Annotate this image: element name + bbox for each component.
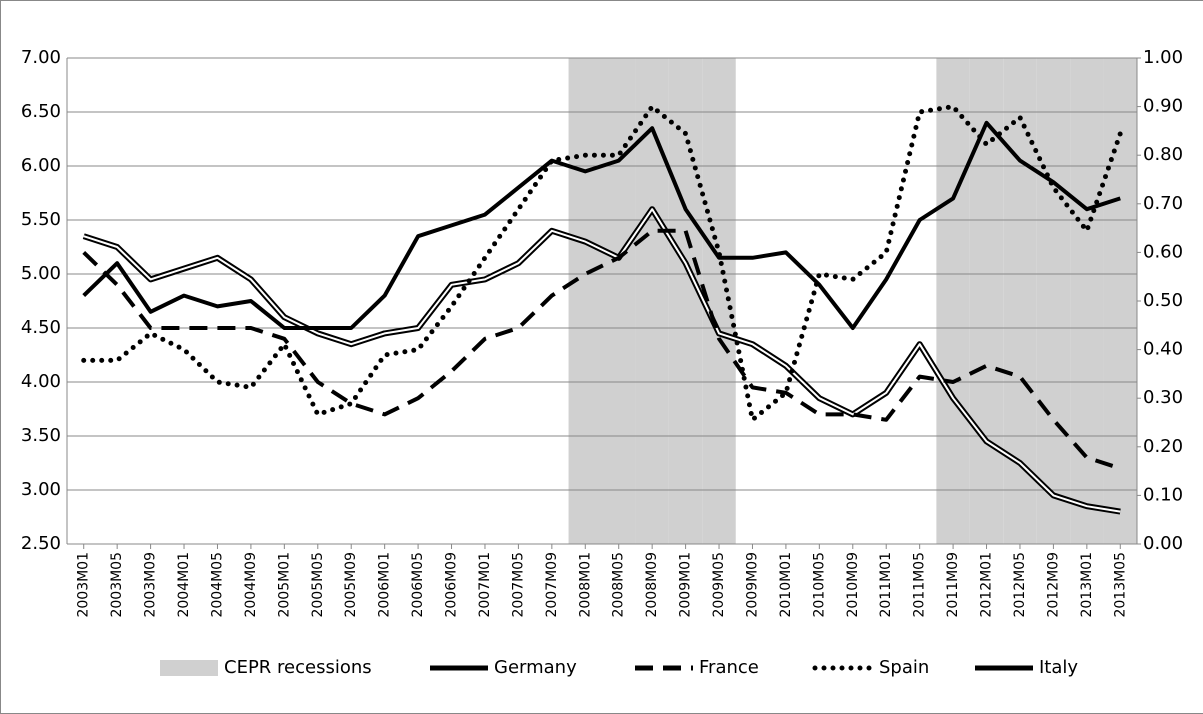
x-tick-label: 2005M05	[310, 552, 326, 618]
x-tick-label: 2004M05	[209, 552, 225, 618]
x-tick-label: 2003M09	[143, 552, 159, 618]
legend-label: CEPR recessions	[224, 657, 372, 678]
x-tick-label: 2008M05	[611, 552, 627, 618]
y-tick-label: 2.50	[21, 533, 61, 554]
recession-bar	[1103, 58, 1137, 544]
x-tick-label: 2009M09	[744, 552, 760, 618]
y-tick-label: 5.50	[21, 209, 61, 230]
y2-tick-label: 0.50	[1143, 290, 1183, 311]
y2-tick-label: 0.90	[1143, 96, 1183, 117]
y2-tick-label: 0.80	[1143, 144, 1183, 165]
y2-tick-label: 0.00	[1143, 533, 1183, 554]
legend-label: Italy	[1039, 657, 1078, 678]
x-tick-label: 2010M01	[778, 552, 794, 618]
y2-tick-label: 0.40	[1143, 339, 1183, 360]
series-line	[82, 120, 1121, 330]
recession-bar	[1036, 58, 1071, 544]
y-tick-label: 4.50	[21, 317, 61, 338]
y2-tick-label: 0.10	[1143, 484, 1183, 505]
x-tick-label: 2012M05	[1012, 552, 1028, 618]
x-tick-label: 2011M05	[912, 552, 928, 618]
y2-tick-label: 0.60	[1143, 241, 1183, 262]
y-tick-label: 6.50	[21, 101, 61, 122]
recession-bar	[602, 58, 636, 544]
y2-tick-label: 1.00	[1143, 47, 1183, 68]
x-tick-label: 2011M01	[878, 552, 894, 618]
x-tick-label: 2005M01	[276, 552, 292, 618]
x-tick-label: 2006M05	[410, 552, 426, 618]
y-tick-label: 6.00	[21, 155, 61, 176]
x-tick-label: 2013M05	[1112, 552, 1128, 618]
y-tick-label: 3.50	[21, 425, 61, 446]
legend-label: Germany	[494, 657, 577, 678]
x-tick-label: 2009M01	[678, 552, 694, 618]
recession-bar	[936, 58, 970, 544]
x-tick-label: 2004M01	[176, 552, 192, 618]
series-line-inner	[83, 208, 1121, 513]
legend-swatch	[160, 660, 218, 676]
x-tick-label: 2009M05	[711, 552, 727, 618]
recession-bar	[568, 58, 602, 544]
x-tick-label: 2006M09	[444, 552, 460, 618]
recession-bar	[1070, 58, 1104, 544]
recession-bar	[668, 58, 703, 544]
x-tick-label: 2003M05	[109, 552, 125, 618]
y-tick-label: 5.00	[21, 263, 61, 284]
series-line	[82, 228, 1121, 471]
legend-label: Spain	[879, 657, 929, 678]
x-tick-label: 2012M01	[979, 552, 995, 618]
y-tick-label: 3.00	[21, 479, 61, 500]
x-tick-label: 2007M09	[544, 552, 560, 618]
y2-tick-label: 0.20	[1143, 436, 1183, 457]
y-tick-label: 4.00	[21, 371, 61, 392]
x-tick-label: 2010M05	[811, 552, 827, 618]
y2-tick-label: 0.30	[1143, 387, 1183, 408]
x-tick-label: 2013M01	[1079, 552, 1095, 618]
x-tick-label: 2003M01	[76, 552, 92, 618]
x-tick-label: 2011M09	[945, 552, 961, 618]
x-tick-label: 2010M09	[845, 552, 861, 618]
x-tick-label: 2007M01	[477, 552, 493, 618]
recession-bar	[969, 58, 1004, 544]
x-tick-label: 2008M01	[577, 552, 593, 618]
x-tick-label: 2005M09	[343, 552, 359, 618]
x-tick-label: 2007M05	[510, 552, 526, 618]
x-tick-label: 2004M09	[243, 552, 259, 618]
x-tick-label: 2012M09	[1045, 552, 1061, 618]
y2-tick-label: 0.70	[1143, 193, 1183, 214]
legend-label: France	[699, 657, 759, 678]
x-tick-label: 2006M01	[377, 552, 393, 618]
y-tick-label: 7.00	[21, 47, 61, 68]
x-tick-label: 2008M09	[644, 552, 660, 618]
series-line	[81, 104, 1123, 423]
